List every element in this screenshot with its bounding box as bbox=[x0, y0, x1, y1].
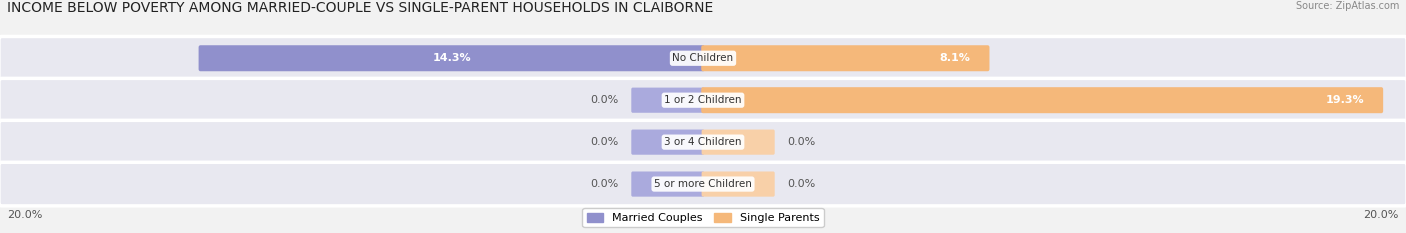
FancyBboxPatch shape bbox=[198, 45, 704, 71]
Text: 20.0%: 20.0% bbox=[1364, 210, 1399, 220]
FancyBboxPatch shape bbox=[702, 130, 775, 155]
Text: 0.0%: 0.0% bbox=[591, 137, 619, 147]
FancyBboxPatch shape bbox=[0, 78, 1406, 122]
FancyBboxPatch shape bbox=[631, 130, 704, 155]
FancyBboxPatch shape bbox=[0, 36, 1406, 80]
Text: 1 or 2 Children: 1 or 2 Children bbox=[664, 95, 742, 105]
Legend: Married Couples, Single Parents: Married Couples, Single Parents bbox=[582, 208, 824, 227]
Text: 14.3%: 14.3% bbox=[433, 53, 471, 63]
Text: 20.0%: 20.0% bbox=[7, 210, 42, 220]
FancyBboxPatch shape bbox=[631, 88, 704, 113]
FancyBboxPatch shape bbox=[702, 171, 775, 197]
Text: 19.3%: 19.3% bbox=[1326, 95, 1364, 105]
FancyBboxPatch shape bbox=[0, 120, 1406, 164]
Text: 0.0%: 0.0% bbox=[591, 179, 619, 189]
Text: 5 or more Children: 5 or more Children bbox=[654, 179, 752, 189]
Text: No Children: No Children bbox=[672, 53, 734, 63]
FancyBboxPatch shape bbox=[0, 162, 1406, 206]
Text: 8.1%: 8.1% bbox=[939, 53, 970, 63]
Text: Source: ZipAtlas.com: Source: ZipAtlas.com bbox=[1295, 1, 1399, 11]
FancyBboxPatch shape bbox=[702, 45, 990, 71]
Text: 0.0%: 0.0% bbox=[787, 179, 815, 189]
FancyBboxPatch shape bbox=[631, 171, 704, 197]
Text: INCOME BELOW POVERTY AMONG MARRIED-COUPLE VS SINGLE-PARENT HOUSEHOLDS IN CLAIBOR: INCOME BELOW POVERTY AMONG MARRIED-COUPL… bbox=[7, 1, 713, 15]
Text: 0.0%: 0.0% bbox=[591, 95, 619, 105]
FancyBboxPatch shape bbox=[702, 87, 1384, 113]
Text: 0.0%: 0.0% bbox=[787, 137, 815, 147]
Text: 3 or 4 Children: 3 or 4 Children bbox=[664, 137, 742, 147]
